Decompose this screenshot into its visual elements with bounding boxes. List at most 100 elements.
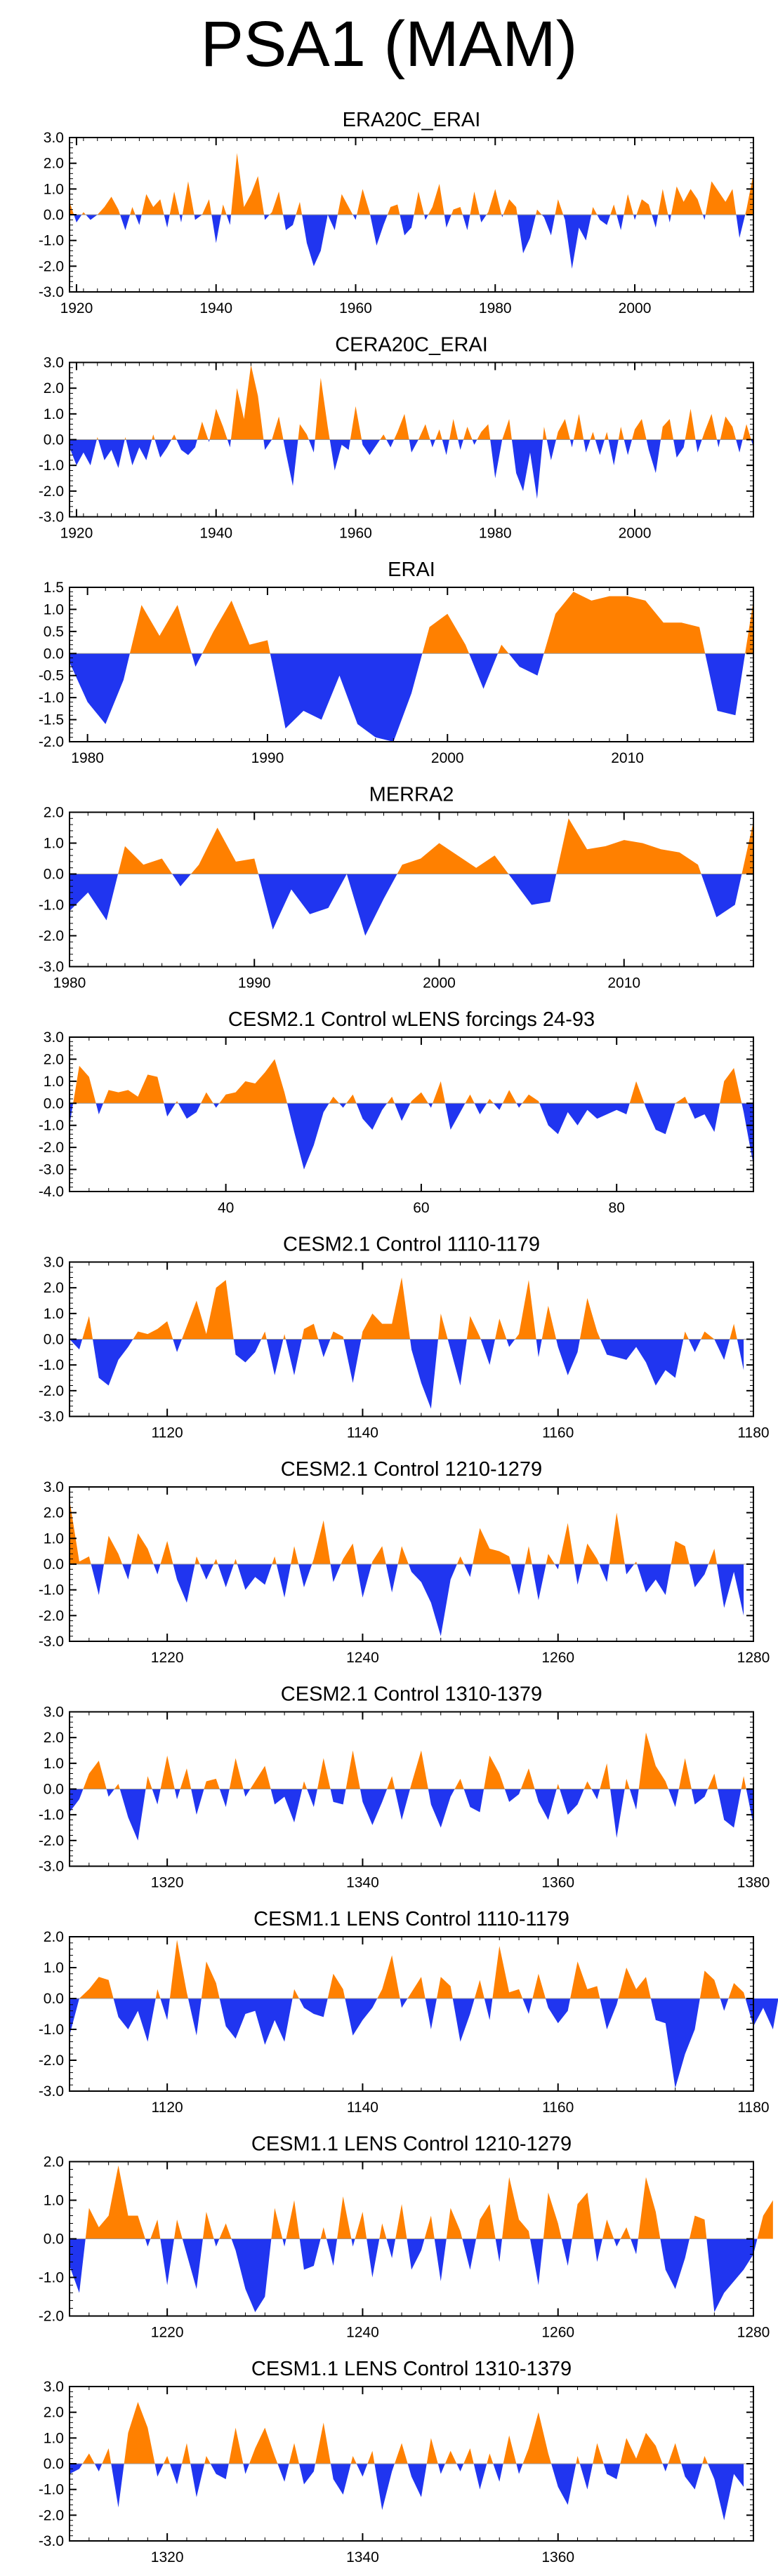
x-tick-label: 1980 — [479, 300, 512, 316]
y-tick-label: -2.0 — [39, 258, 64, 274]
y-tick-label: 2.0 — [44, 2154, 64, 2170]
y-tick-label: 0.0 — [44, 1782, 64, 1798]
y-tick-label: 2.0 — [44, 1929, 64, 1945]
x-tick-label: 1960 — [339, 526, 372, 542]
x-tick-label: 1320 — [151, 2549, 184, 2565]
y-tick-label: 2.0 — [44, 1051, 64, 1067]
y-tick-label: -1.0 — [39, 897, 64, 914]
x-tick-label: 1220 — [151, 2325, 184, 2341]
y-tick-label: -1.0 — [39, 1807, 64, 1823]
negative-area — [70, 1564, 744, 1636]
y-tick-label: -1.0 — [39, 2270, 64, 2286]
y-tick-label: -1.0 — [39, 1118, 64, 1134]
y-tick-label: 2.0 — [44, 1505, 64, 1521]
x-tick-label: 1980 — [71, 750, 104, 766]
positive-area — [70, 1732, 753, 1789]
negative-area — [70, 874, 753, 936]
y-tick-label: -2.0 — [39, 1833, 64, 1849]
y-tick-label: -2.0 — [39, 1140, 64, 1156]
y-tick-label: 2.0 — [44, 380, 64, 396]
y-tick-label: 1.0 — [44, 2193, 64, 2209]
y-tick-label: 3.0 — [44, 1704, 64, 1721]
positive-area — [70, 592, 753, 654]
plot-frame — [69, 1036, 754, 1192]
chart-panel-11: CESM1.1 LENS Control 1310-1379 3.0 2.0 1.0 0… — [39, 2358, 754, 2565]
x-tick-label: 1940 — [199, 526, 232, 542]
chart-panel-6: CESM2.1 Control 1110-1179 3.0 2.0 1.0 0.0 -1.… — [39, 1234, 770, 1441]
x-tick-label: 2000 — [431, 750, 464, 766]
x-tick-label: 1920 — [60, 300, 93, 316]
y-tick-label: -3.0 — [39, 959, 64, 975]
y-tick-label: 3.0 — [44, 130, 64, 146]
x-tick-label: 1990 — [251, 750, 284, 766]
chart-title: CESM2.1 Control 1210-1279 — [281, 1458, 542, 1481]
y-tick-label: -2.0 — [39, 1608, 64, 1624]
y-tick-label: -4.0 — [39, 1184, 64, 1200]
x-tick-label: 1180 — [737, 2100, 769, 2116]
y-tick-label: -2.0 — [39, 1383, 64, 1399]
chart-panel-9: CESM1.1 LENS Control 1110-1179 2.0 1.0 0.0 -… — [39, 1908, 778, 2116]
y-tick-label: -2.0 — [39, 928, 64, 945]
positive-area — [70, 1500, 744, 1564]
y-tick-label: 0.0 — [44, 2456, 64, 2472]
y-tick-label: 2.0 — [44, 2405, 64, 2421]
y-tick-label: 1.0 — [44, 1960, 64, 1976]
chart-panel-8: CESM2.1 Control 1310-1379 3.0 2.0 1.0 0.0 -1.… — [39, 1683, 770, 1891]
x-tick-label: 1160 — [542, 1425, 574, 1441]
negative-area — [70, 1339, 744, 1409]
positive-area — [70, 153, 753, 215]
plot-frame — [69, 811, 754, 968]
x-tick-label: 1340 — [346, 2549, 379, 2565]
y-tick-label: -1.0 — [39, 233, 64, 249]
y-tick-label: 3.0 — [44, 1479, 64, 1495]
x-tick-label: 1340 — [346, 1875, 379, 1891]
y-tick-label: 0.0 — [44, 432, 64, 448]
chart-title: CESM2.1 Control 1110-1179 — [283, 1234, 540, 1256]
x-tick-label: 1120 — [152, 1425, 183, 1441]
y-tick-label: 3.0 — [44, 1255, 64, 1271]
y-tick-label: 2.0 — [44, 156, 64, 172]
y-tick-label: 1.0 — [44, 181, 64, 197]
x-tick-label: 2010 — [607, 975, 640, 992]
y-tick-label: -1.0 — [39, 1582, 64, 1599]
y-tick-label: 0.5 — [44, 624, 64, 640]
y-tick-label: 0.0 — [44, 2231, 64, 2248]
y-tick-label: 3.0 — [44, 355, 64, 371]
y-tick-label: 1.0 — [44, 1756, 64, 1772]
x-tick-label: 2000 — [619, 526, 652, 542]
x-tick-label: 1180 — [737, 1425, 769, 1441]
x-tick-label: 1220 — [151, 1650, 184, 1666]
x-tick-label: 1980 — [479, 526, 512, 542]
y-tick-label: 3.0 — [44, 2379, 64, 2395]
x-tick-label: 1960 — [339, 300, 372, 316]
y-tick-label: -3.0 — [39, 284, 64, 300]
x-tick-label: 1990 — [238, 975, 271, 992]
y-tick-label: 0.0 — [44, 867, 64, 883]
chart-title: CESM2.1 Control wLENS forcings 24-93 — [228, 1008, 595, 1031]
chart-title: MERRA2 — [369, 784, 454, 806]
x-tick-label: 1320 — [151, 1875, 184, 1891]
negative-area — [70, 2238, 773, 2312]
y-tick-label: -3.0 — [39, 1859, 64, 1875]
x-tick-label: 2000 — [619, 300, 652, 316]
y-tick-label: -3.0 — [39, 1162, 64, 1178]
y-tick-label: -2.0 — [39, 734, 64, 750]
x-tick-label: 1140 — [347, 2100, 378, 2116]
y-tick-label: 2.0 — [44, 1730, 64, 1746]
negative-area — [70, 439, 753, 499]
y-tick-label: -2.0 — [39, 483, 64, 500]
chart-panel-2: CERA20C_ERAI 3.0 2.0 1.0 0.0 -1.0 -2.0 -3.01920… — [39, 334, 754, 542]
y-tick-label: -3.0 — [39, 2083, 64, 2100]
y-tick-label: -2.0 — [39, 2507, 64, 2523]
x-tick-label: 40 — [218, 1200, 234, 1216]
negative-area — [70, 1103, 753, 1170]
chart-panel-5: CESM2.1 Control wLENS forcings 24-93 3.0 2… — [39, 1008, 754, 1216]
x-tick-label: 1260 — [541, 1650, 574, 1666]
y-tick-label: 0.0 — [44, 1556, 64, 1573]
chart-title: CESM2.1 Control 1310-1379 — [281, 1683, 542, 1706]
chart-panel-10: CESM1.1 LENS Control 1210-1279 2.0 1.0 0.0 -… — [39, 2133, 773, 2341]
positive-area — [70, 818, 753, 874]
y-tick-label: 0.0 — [44, 1095, 64, 1112]
y-tick-label: -3.0 — [39, 2533, 64, 2549]
